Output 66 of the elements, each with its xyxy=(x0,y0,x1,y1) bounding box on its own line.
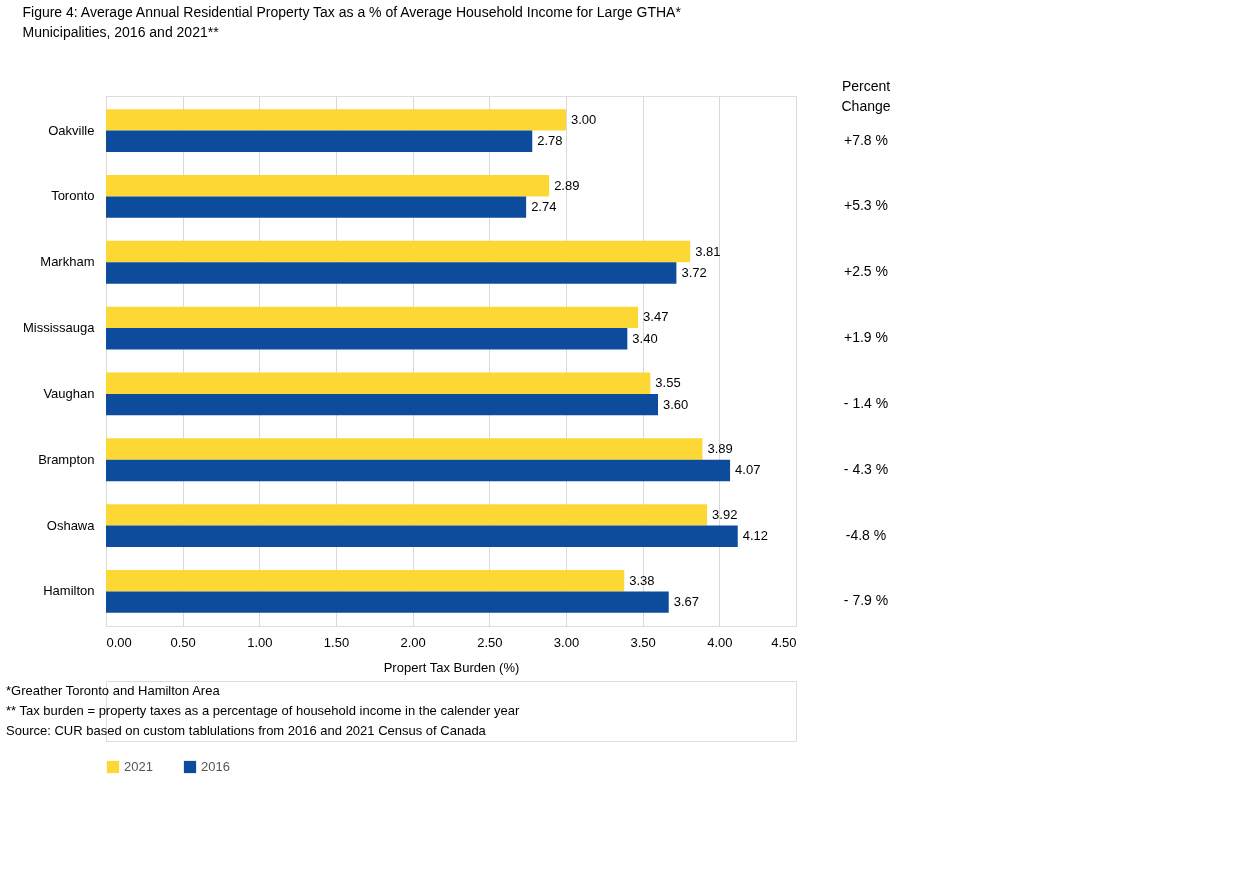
bar xyxy=(106,196,527,218)
y-tick-label: Brampton xyxy=(38,451,95,467)
bar xyxy=(106,130,533,152)
bar xyxy=(106,591,669,613)
legend-label: 2021 xyxy=(124,759,153,774)
x-tick-label: 0.00 xyxy=(106,634,132,650)
y-tick-label: Markham xyxy=(40,254,95,270)
bar xyxy=(106,459,731,482)
text: ** Tax burden = property taxes as a percentage of household income in the calender year xyxy=(6,703,520,718)
y-tick-label: Mississauga xyxy=(22,320,96,336)
x-tick-label: 4.50 xyxy=(771,634,797,650)
bar xyxy=(106,240,691,263)
bar xyxy=(106,328,628,350)
bar xyxy=(106,504,708,526)
x-tick-label: 3.00 xyxy=(553,634,580,650)
data-label: 3.67 xyxy=(673,594,700,610)
bar xyxy=(106,109,566,131)
x-tick-label: 4.00 xyxy=(707,634,733,650)
data-label: 3.92 xyxy=(712,506,738,522)
data-label: 3.60 xyxy=(663,396,689,412)
y-tick-label: Hamilton xyxy=(43,583,95,599)
data-label: 4.12 xyxy=(742,528,769,544)
source-note: Source: CUR based on custom tablulations from 2016 and 2021 Census of Canada xyxy=(6,723,487,738)
x-tick-label: 2.00 xyxy=(400,634,426,650)
bar xyxy=(106,175,550,197)
y-tick-label: Oakville xyxy=(48,122,95,138)
bar xyxy=(106,262,677,284)
bar xyxy=(106,438,703,460)
x-axis-title: Propert Tax Burden (%) xyxy=(383,659,520,675)
data-label: 3.40 xyxy=(632,330,658,346)
data-label: 3.81 xyxy=(695,243,721,259)
data-label: 4.07 xyxy=(735,462,761,478)
data-label: 3.47 xyxy=(643,309,669,325)
chart-title: Figure 4: Average Annual Residential Property Tax as a % of Average Household Income for Large GTHA* Municipalities, 2016 and 2021** xyxy=(22,4,682,40)
bar xyxy=(106,372,651,394)
text: +5.3 % xyxy=(844,197,888,214)
data-label: 3.00 xyxy=(571,111,597,127)
data-label: 2.78 xyxy=(537,133,563,149)
x-tick-label: 0.50 xyxy=(170,634,196,650)
text: *Greather Toronto and Hamilton Area xyxy=(6,683,221,698)
data-label: 3.55 xyxy=(655,375,681,391)
x-tick-label: 1.50 xyxy=(323,634,350,650)
bar xyxy=(106,306,639,329)
text: Percent Change xyxy=(841,78,891,114)
text: - 7.9 % xyxy=(843,592,889,609)
text: - 1.4 % xyxy=(843,394,889,411)
data-label: 3.89 xyxy=(707,441,733,457)
bar xyxy=(106,393,658,416)
bar xyxy=(106,570,625,592)
data-label: 3.72 xyxy=(681,264,707,280)
text: - 4.3 % xyxy=(843,460,889,477)
text: +1.9 % xyxy=(844,329,888,346)
legend-label: 2016 xyxy=(201,759,230,774)
bar xyxy=(106,525,738,547)
x-tick-label: 1.00 xyxy=(247,634,273,650)
data-label: 3.38 xyxy=(629,572,655,588)
text: +7.8 % xyxy=(844,131,888,148)
text: +2.5 % xyxy=(844,263,888,280)
data-label: 2.74 xyxy=(531,199,557,215)
text: -4.8 % xyxy=(845,526,887,543)
y-tick-label: Oshawa xyxy=(46,517,96,533)
x-tick-label: 2.50 xyxy=(477,634,503,650)
y-tick-label: Toronto xyxy=(51,188,95,204)
x-tick-label: 3.50 xyxy=(630,634,656,650)
y-tick-label: Vaughan xyxy=(43,385,95,401)
data-label: 2.89 xyxy=(554,177,580,193)
